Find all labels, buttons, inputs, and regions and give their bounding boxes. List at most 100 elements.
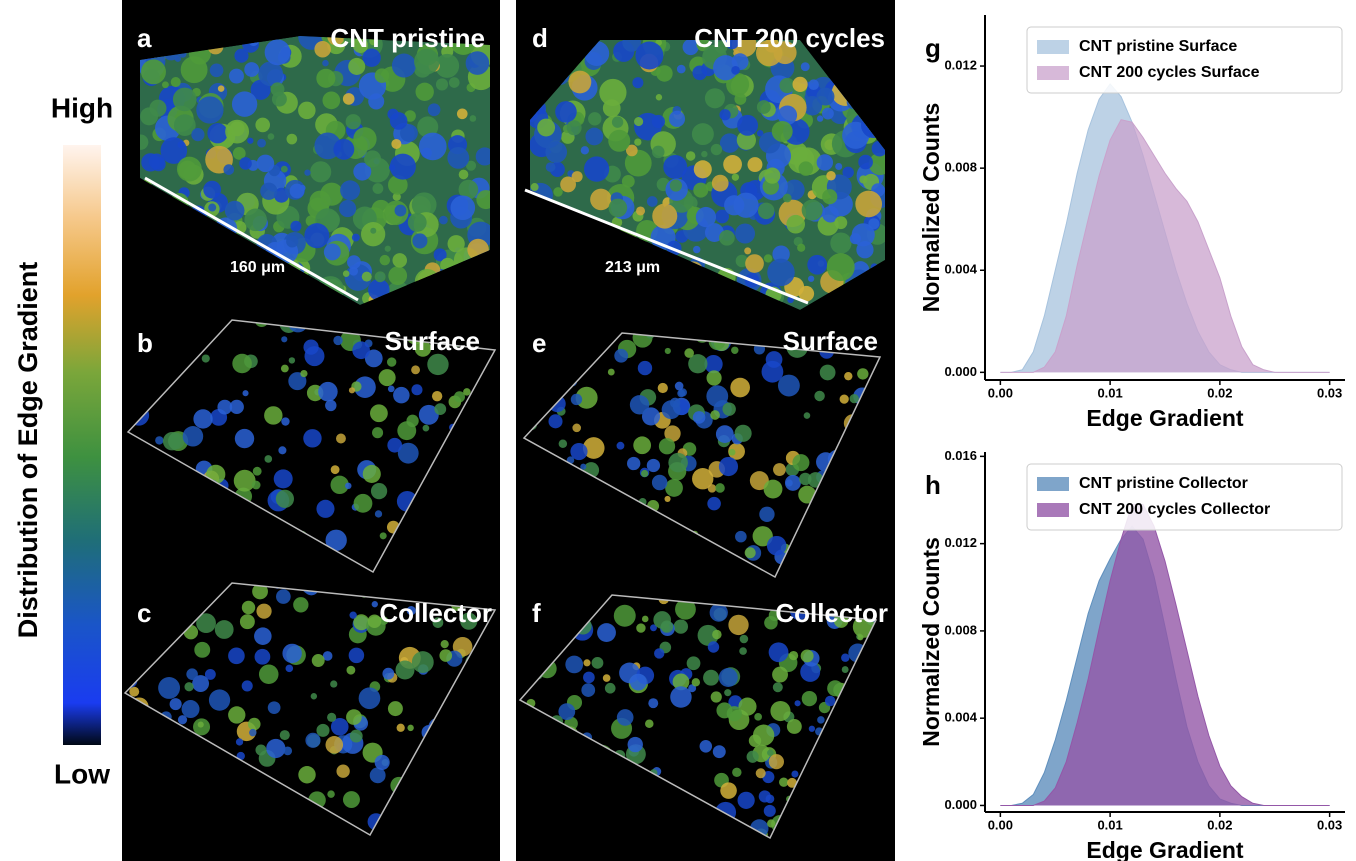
- particle: [669, 179, 682, 192]
- particle: [379, 254, 391, 266]
- particle: [333, 138, 355, 160]
- y-tick-label: 0.008: [944, 160, 977, 175]
- particle: [652, 203, 678, 229]
- particle: [537, 118, 556, 137]
- panel-letter: c: [137, 598, 151, 628]
- particle: [406, 414, 419, 427]
- particle: [739, 634, 749, 644]
- particle: [736, 130, 756, 150]
- particle: [232, 147, 246, 160]
- particle: [570, 393, 583, 406]
- particle: [140, 134, 149, 150]
- particle: [434, 403, 447, 415]
- particle: [342, 270, 350, 277]
- particle: [826, 253, 855, 282]
- particle: [688, 354, 708, 374]
- particle: [289, 183, 305, 199]
- panel-letter: b: [137, 328, 153, 358]
- area-fill: [1000, 119, 1330, 373]
- colorbar-low: Low: [54, 758, 110, 789]
- y-tick-label: 0.000: [944, 364, 977, 379]
- particle: [599, 78, 627, 107]
- particle: [808, 79, 819, 91]
- particle: [231, 91, 258, 117]
- particle: [316, 499, 335, 518]
- particle: [735, 223, 756, 244]
- particle: [756, 100, 771, 114]
- legend-swatch: [1037, 477, 1069, 491]
- particle: [734, 424, 752, 442]
- particle: [807, 254, 828, 275]
- particle: [241, 680, 253, 692]
- particle: [816, 154, 834, 171]
- particle: [435, 53, 460, 78]
- particle: [418, 404, 439, 425]
- x-tick-label: 0.02: [1207, 385, 1232, 400]
- particle: [370, 227, 377, 234]
- particle: [322, 651, 333, 661]
- particle: [744, 247, 752, 255]
- scale-label: 213 μm: [605, 259, 660, 276]
- particle: [229, 68, 244, 84]
- particle: [275, 489, 295, 508]
- particle: [244, 62, 260, 77]
- particle: [223, 164, 235, 175]
- particle: [744, 547, 756, 559]
- particle: [841, 653, 850, 662]
- panel-label: CNT 200 cycles: [694, 23, 885, 53]
- particle: [710, 143, 723, 156]
- particle: [354, 376, 376, 399]
- panel-label: Collector: [775, 598, 888, 628]
- particle: [330, 717, 349, 736]
- particle: [391, 53, 416, 78]
- particle: [807, 275, 815, 282]
- panel-letter: f: [532, 598, 541, 628]
- legend-label: CNT 200 cycles Collector: [1079, 501, 1270, 518]
- particle: [641, 407, 661, 426]
- particle: [364, 349, 383, 368]
- particle: [754, 713, 762, 721]
- particle: [270, 82, 285, 97]
- particle: [346, 709, 362, 725]
- particle: [435, 78, 449, 91]
- particle: [298, 766, 316, 784]
- panel-label: Collector: [379, 598, 492, 628]
- particle: [703, 669, 719, 686]
- particle: [712, 629, 722, 640]
- x-tick-label: 0.02: [1207, 817, 1232, 832]
- particle: [585, 127, 604, 146]
- particle: [664, 425, 681, 442]
- particle: [369, 767, 386, 784]
- particle: [767, 258, 795, 287]
- particle: [353, 493, 373, 513]
- particle: [400, 124, 418, 142]
- particle: [155, 436, 164, 445]
- x-tick-label: 0.00: [988, 385, 1013, 400]
- particle: [382, 667, 395, 680]
- image-frame: [123, 582, 497, 837]
- particle: [379, 532, 387, 540]
- particle: [310, 693, 318, 700]
- particle: [322, 59, 329, 67]
- particle: [800, 649, 814, 663]
- particle: [330, 680, 338, 688]
- particle: [463, 388, 471, 396]
- particle: [624, 149, 652, 177]
- particle: [737, 791, 755, 809]
- particle: [710, 691, 722, 703]
- particle: [684, 348, 694, 358]
- particle: [779, 77, 795, 94]
- particle: [224, 200, 245, 221]
- particle: [715, 425, 734, 443]
- particle: [803, 412, 811, 419]
- particle: [476, 190, 490, 210]
- particle: [817, 716, 825, 724]
- panel-letter: a: [137, 23, 152, 53]
- particle: [670, 686, 692, 708]
- particle: [404, 110, 416, 122]
- particle: [786, 719, 802, 734]
- y-axis-title: Normalized Counts: [918, 537, 944, 747]
- particle: [816, 115, 824, 122]
- particle: [204, 668, 216, 680]
- particle: [310, 161, 332, 183]
